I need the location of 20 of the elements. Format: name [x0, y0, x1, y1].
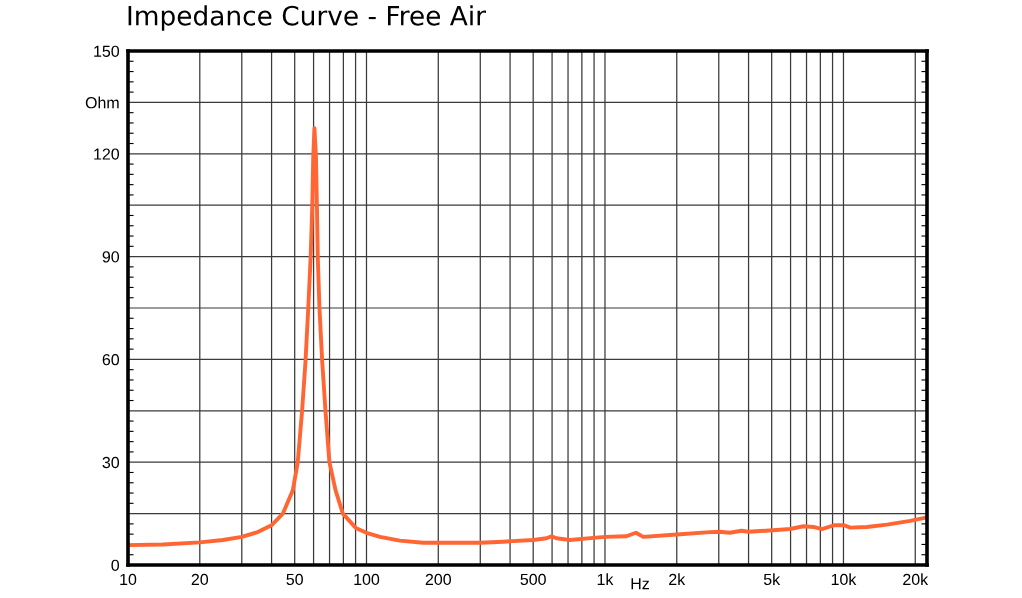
x-tick-label: 1k	[597, 573, 614, 585]
y-tick-label: 150	[94, 45, 120, 57]
x-tick-label: 100	[354, 573, 380, 586]
x-tick-label: 10	[120, 573, 137, 586]
y-tick-label: 0	[111, 559, 120, 571]
x-tick-label: 2k	[669, 573, 686, 585]
x-tick-label: 500	[520, 573, 546, 586]
y-tick-label: Ohm	[85, 96, 119, 109]
x-tick-label: 50	[286, 573, 303, 586]
x-tick-label: 20k	[903, 573, 929, 586]
x-tick-label: 20	[191, 573, 209, 586]
x-tick-label: 10k	[831, 573, 857, 586]
y-tick-label: 120	[94, 148, 120, 160]
y-tick-label: 90	[102, 251, 120, 263]
x-axis-title: Hz	[631, 578, 649, 590]
x-tick-label: 200	[425, 573, 451, 586]
y-tick-label: 60	[102, 354, 120, 366]
x-tick-label: 5k	[763, 573, 781, 586]
chart-title: Impedance Curve - Free Air	[128, 5, 487, 31]
y-tick-label: 30	[102, 456, 120, 469]
